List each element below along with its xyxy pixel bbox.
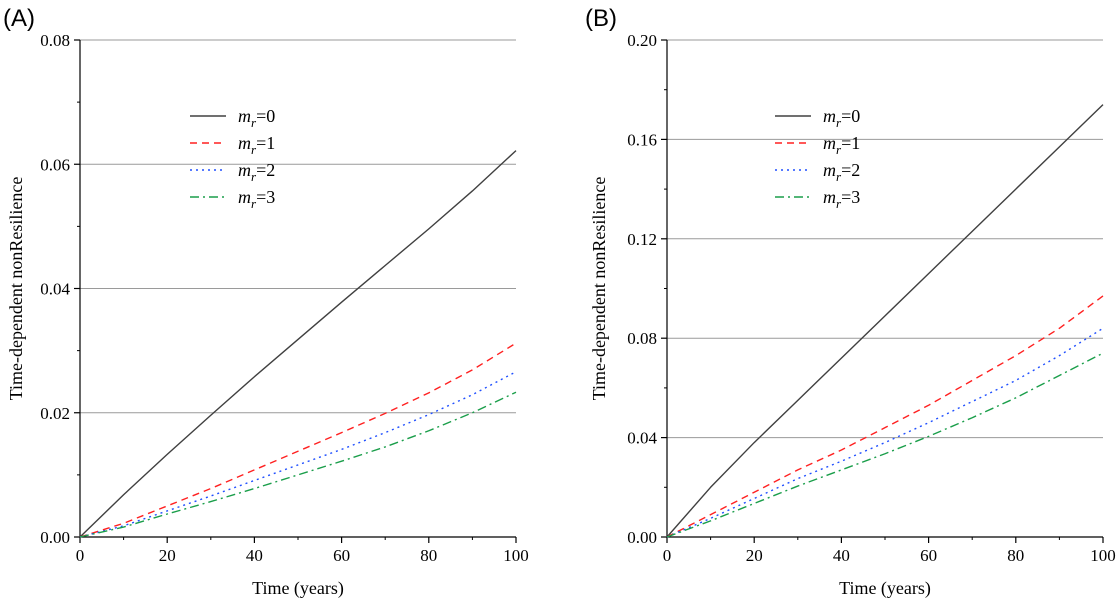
y-tick-label: 0.00 xyxy=(40,528,70,547)
legend-label: mr=3 xyxy=(823,187,860,211)
legend: mr=0 mr=1 mr=2 mr=3 xyxy=(775,106,860,211)
x-axis-title: Time (years) xyxy=(252,578,344,599)
x-tick-label: 20 xyxy=(159,546,176,565)
x-tick-label: 0 xyxy=(663,546,672,565)
legend-label: mr=3 xyxy=(238,187,275,211)
series-line-2 xyxy=(666,327,1104,538)
y-tick-label: 0.06 xyxy=(40,155,70,174)
x-tick-label: 60 xyxy=(920,546,937,565)
x-tick-label: 80 xyxy=(1007,546,1024,565)
y-tick-label: 0.04 xyxy=(627,429,657,448)
series-line-0 xyxy=(79,150,517,538)
y-tick-label: 0.08 xyxy=(40,31,70,50)
panel-label: (B) xyxy=(585,5,617,32)
legend-label: mr=2 xyxy=(238,160,275,184)
series-line-0 xyxy=(666,104,1104,538)
y-tick-label: 0.16 xyxy=(627,130,657,149)
y-axis-title: Time-dependent nonResilience xyxy=(6,177,26,401)
x-tick-label: 60 xyxy=(333,546,350,565)
series-line-3 xyxy=(666,352,1104,538)
legend: mr=0 mr=1 mr=2 mr=3 xyxy=(190,106,275,211)
x-tick-label: 80 xyxy=(420,546,437,565)
y-tick-label: 0.08 xyxy=(627,329,657,348)
series-line-1 xyxy=(79,342,517,538)
x-tick-label: 40 xyxy=(246,546,263,565)
series-line-1 xyxy=(666,295,1104,538)
panel-label: (A) xyxy=(3,5,35,32)
chart-panel-b: (B) 0.00 0.04 0.08 0.12 0.16 0.20 0 20 40 60 80 100 T… xyxy=(585,5,1116,599)
chart-panel-a: (A) 0.00 0.02 0.04 0.06 0.08 0 20 40 60 80 100 Time … xyxy=(3,5,529,599)
legend-label: mr=1 xyxy=(823,133,860,157)
x-tick-label: 100 xyxy=(503,546,529,565)
legend-label: mr=2 xyxy=(823,160,860,184)
y-tick-label: 0.04 xyxy=(40,280,70,299)
legend-label: mr=0 xyxy=(823,106,860,130)
y-tick-label: 0.12 xyxy=(627,230,657,249)
legend-label: mr=1 xyxy=(238,133,275,157)
y-tick-label: 0.02 xyxy=(40,404,70,423)
series-line-2 xyxy=(79,371,517,538)
legend-label: mr=0 xyxy=(238,106,275,130)
x-tick-label: 0 xyxy=(76,546,85,565)
y-axis-title: Time-dependent nonResilience xyxy=(589,177,609,401)
series-line-3 xyxy=(79,391,517,538)
x-axis-title: Time (years) xyxy=(839,578,931,599)
y-tick-label: 0.20 xyxy=(627,31,657,50)
x-tick-label: 100 xyxy=(1090,546,1116,565)
x-tick-label: 40 xyxy=(833,546,850,565)
y-tick-label: 0.00 xyxy=(627,528,657,547)
x-tick-label: 20 xyxy=(746,546,763,565)
